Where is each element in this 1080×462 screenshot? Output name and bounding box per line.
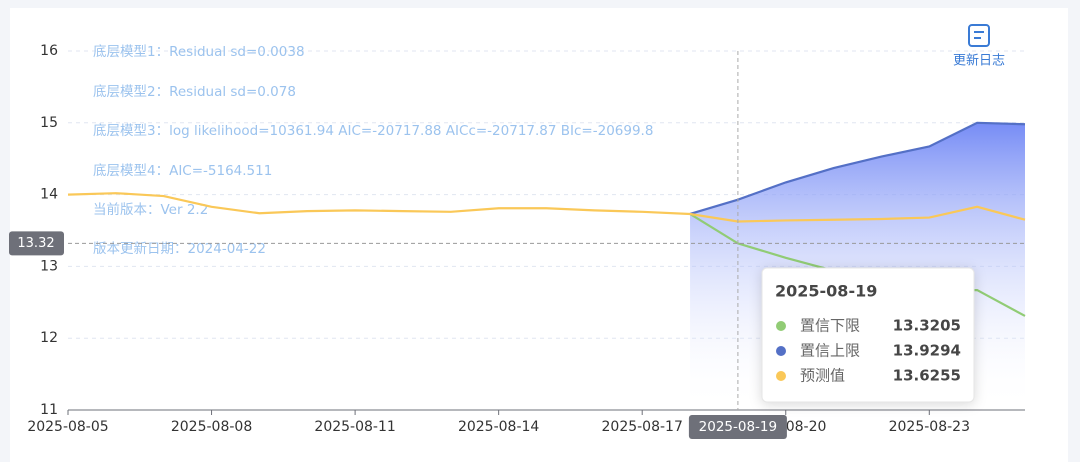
y-tick-label: 12: [40, 330, 58, 346]
series-line: [689, 121, 1026, 216]
pointer-label-y: 13.32: [17, 236, 54, 251]
tooltip-name: 置信下限: [800, 317, 860, 335]
tooltip-value: 13.3205: [893, 317, 961, 335]
annotation: 底层模型4：AIC=-5164.511: [93, 163, 272, 179]
x-tick-label: 2025-08-08: [171, 419, 252, 435]
pointer-label-x: 2025-08-19: [699, 419, 777, 435]
tooltip-box: [761, 267, 975, 403]
y-tick-label: 15: [40, 115, 58, 131]
toolbox-label[interactable]: 更新日志: [953, 53, 1005, 69]
tooltip-value: 13.9294: [893, 342, 961, 360]
pointer-label-bg: [9, 231, 64, 256]
log-icon[interactable]: [968, 24, 990, 47]
tooltip-marker: [776, 371, 786, 381]
toolbox[interactable]: 更新日志: [953, 24, 1005, 69]
annotation: 底层模型2：Residual sd=0.078: [93, 84, 296, 100]
tooltip-date: 2025-08-19: [775, 282, 877, 301]
y-tick-label: 16: [40, 43, 58, 59]
tooltip: 2025-08-19 置信下限 13.3205 置信上限 13.9294 预测值 13.62…: [761, 267, 975, 403]
tooltip-marker: [776, 346, 786, 356]
series-line: [67, 192, 1026, 223]
tooltip-value: 13.6255: [893, 367, 961, 385]
annotation: 版本更新日期：2024-04-22: [93, 241, 266, 257]
annotation: 底层模型3：log likelihood=10361.94 AIC=-20717…: [93, 123, 653, 139]
tooltip-name: 置信上限: [800, 342, 860, 360]
y-tick-label: 14: [40, 187, 58, 203]
x-tick-label: 2025-08-17: [602, 419, 683, 435]
tooltip-marker: [776, 321, 786, 331]
y-tick-label: 13: [40, 258, 58, 274]
annotation: 底层模型1：Residual sd=0.0038: [93, 44, 305, 60]
x-tick-label: 2025-08-11: [314, 419, 395, 435]
tooltip-name: 预测值: [800, 367, 845, 385]
annotation: 当前版本：Ver 2.2: [93, 201, 208, 218]
x-tick-label: 2025-08-14: [458, 419, 539, 435]
y-tick-label: 11: [40, 402, 58, 418]
pointer-label-bg: [688, 415, 787, 439]
x-tick-label: 2025-08-05: [27, 419, 108, 435]
x-tick-label: 2025-08-23: [889, 419, 970, 435]
